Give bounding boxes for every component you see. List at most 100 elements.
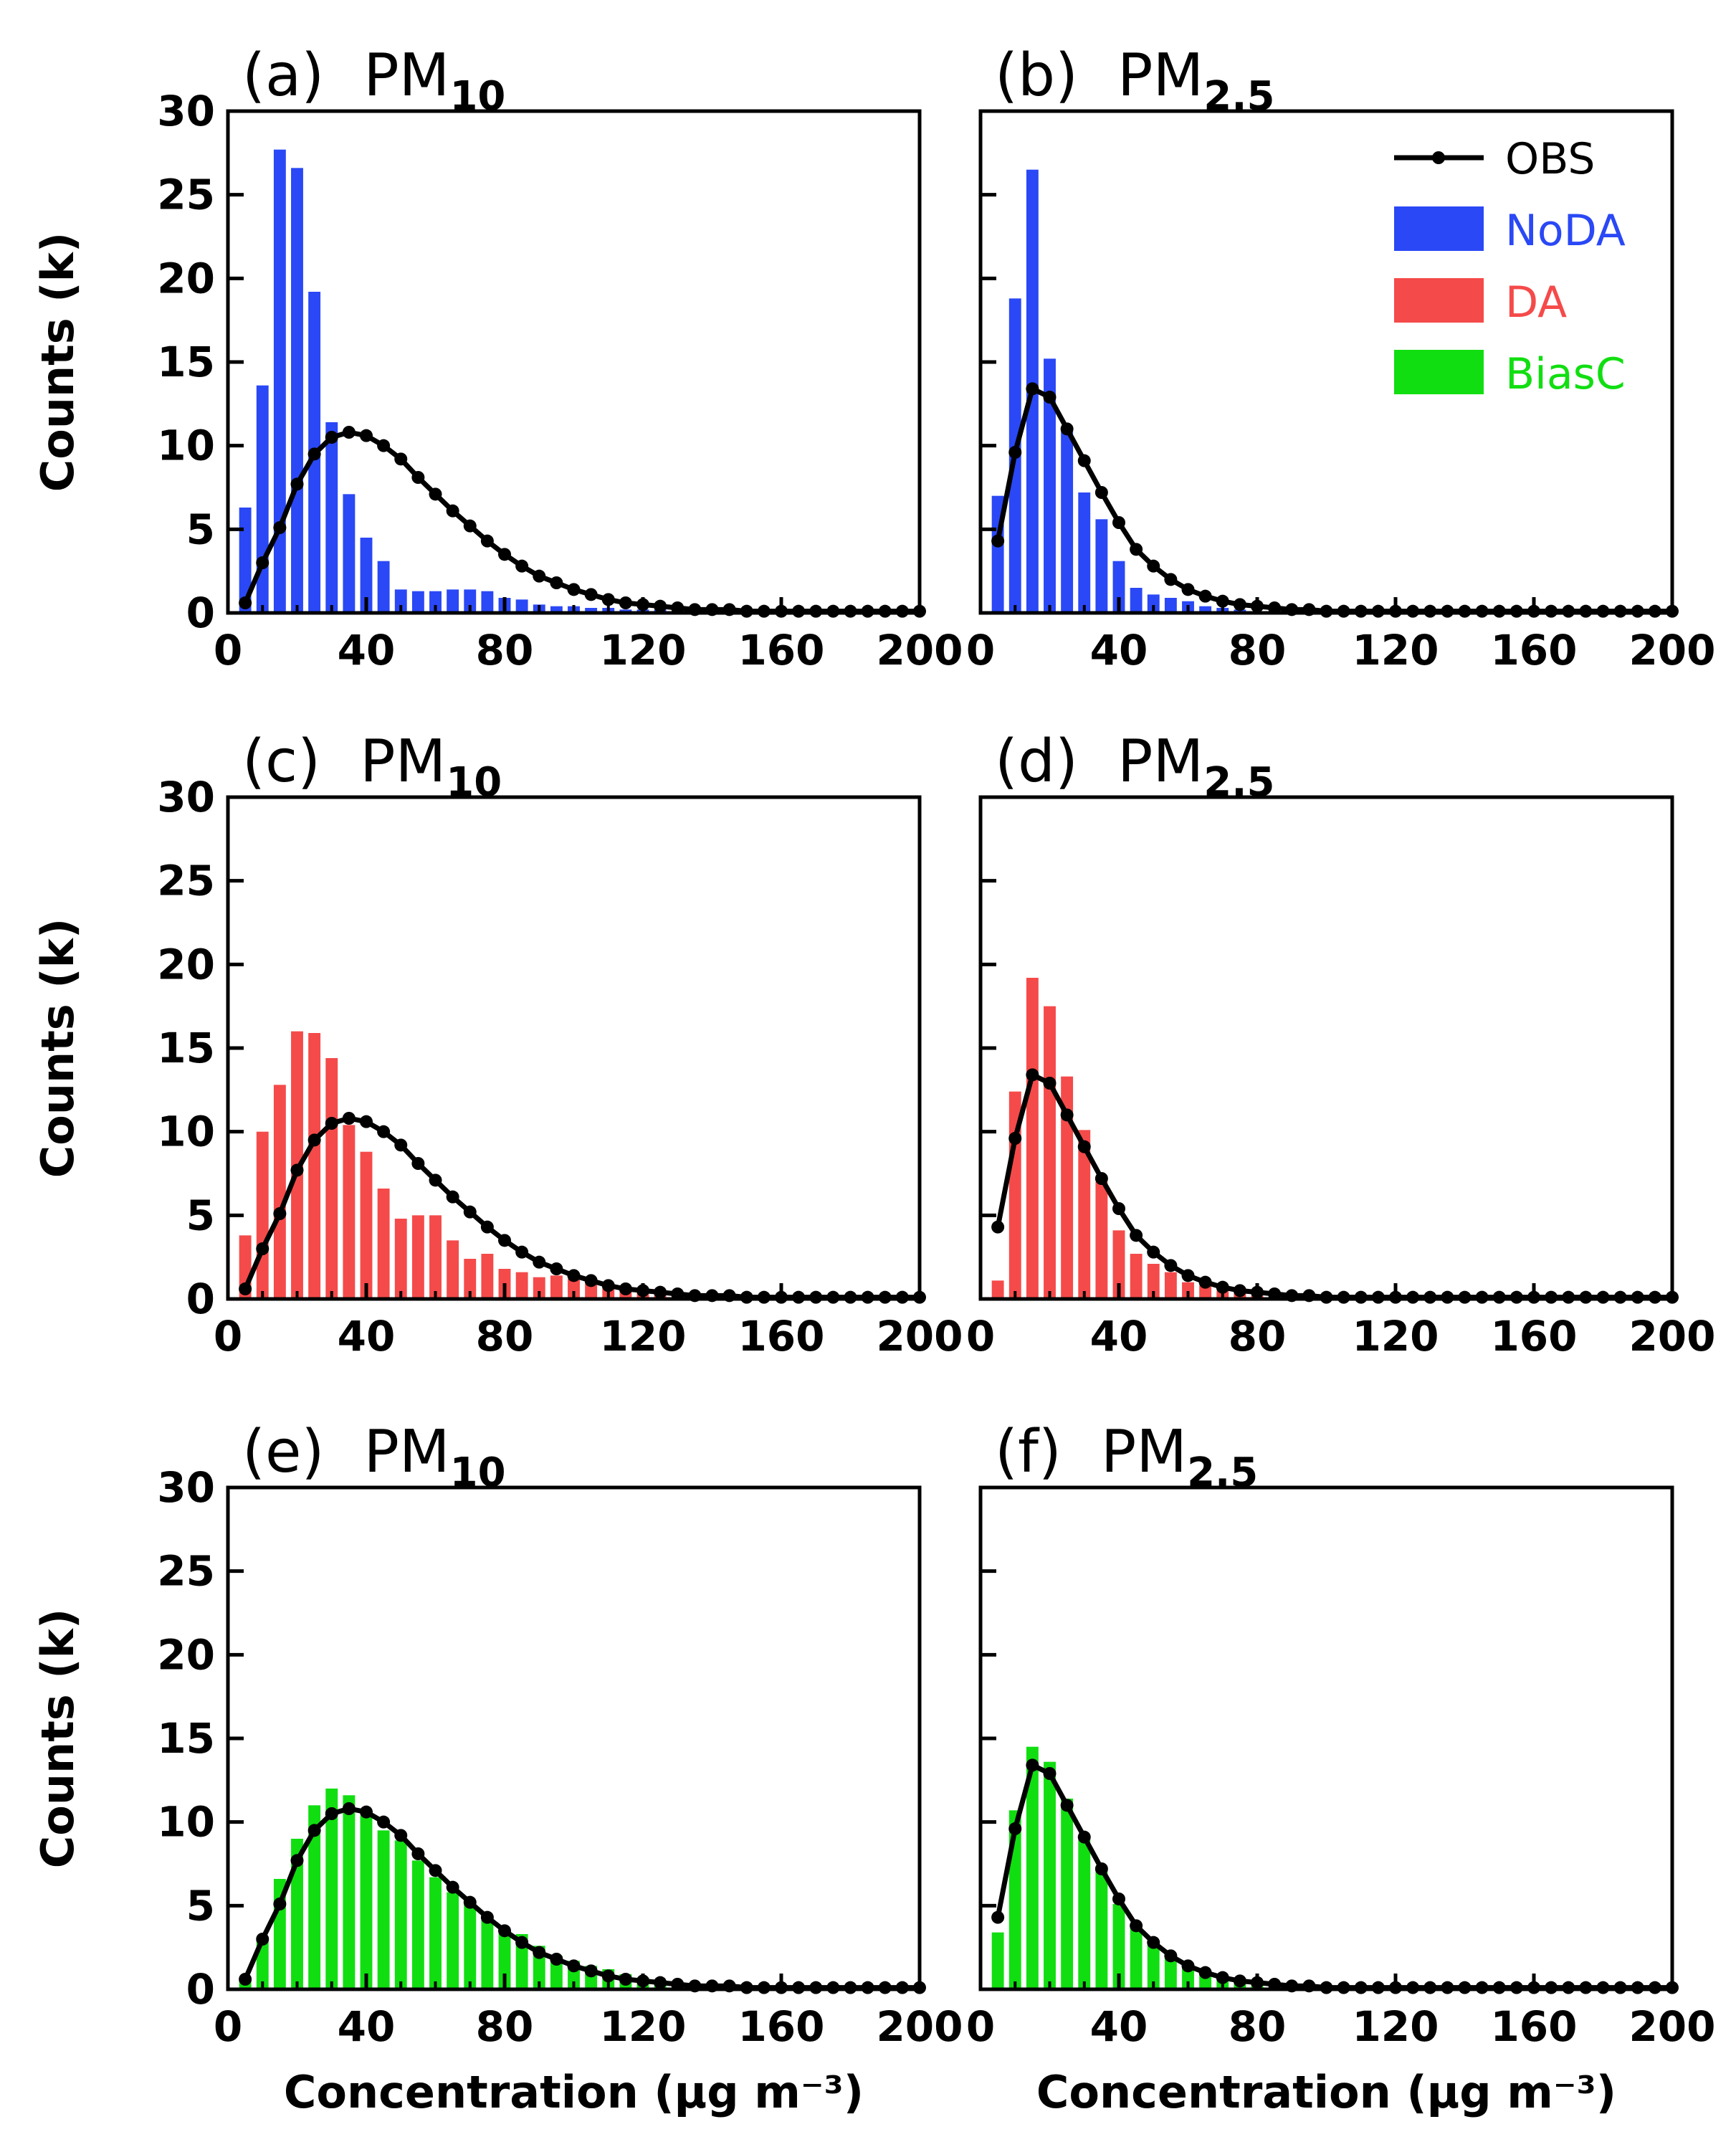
obs-point bbox=[1164, 573, 1178, 586]
obs-point bbox=[273, 1207, 287, 1220]
bar-da bbox=[1044, 1006, 1056, 1299]
x-tick-label: 120 bbox=[599, 1312, 686, 1361]
bar-biasc bbox=[325, 1789, 338, 1989]
y-tick-label: 0 bbox=[186, 589, 215, 637]
obs-point bbox=[533, 1946, 546, 1959]
bar-biasc bbox=[429, 1877, 442, 1989]
panel-species-subscript: 10 bbox=[446, 759, 502, 806]
obs-point bbox=[1060, 1108, 1074, 1122]
x-tick-label: 200 bbox=[876, 1312, 963, 1361]
obs-point bbox=[1130, 543, 1143, 556]
bar-biasc bbox=[394, 1840, 407, 1989]
obs-point bbox=[1216, 1280, 1229, 1294]
obs-point bbox=[567, 1959, 581, 1973]
bar-noda bbox=[1112, 561, 1125, 613]
bar-da bbox=[1164, 1272, 1177, 1299]
panel-species-subscript: 2.5 bbox=[1187, 1449, 1258, 1496]
obs-point bbox=[619, 596, 632, 609]
panel-letter: (d) bbox=[995, 728, 1078, 796]
x-tick-label: 120 bbox=[1352, 2002, 1439, 2051]
bar-noda bbox=[1095, 519, 1108, 613]
y-tick-label: 25 bbox=[157, 1547, 215, 1596]
obs-point bbox=[515, 1936, 529, 1949]
x-tick-label: 0 bbox=[966, 1312, 995, 1361]
obs-point bbox=[601, 593, 615, 606]
obs-point bbox=[463, 1205, 477, 1219]
bar-da bbox=[447, 1240, 459, 1299]
bar-noda bbox=[239, 508, 252, 613]
y-tick-label: 30 bbox=[157, 87, 215, 135]
obs-point bbox=[1147, 1245, 1160, 1259]
y-axis-label: Counts (k) bbox=[32, 232, 84, 492]
panel-f: 0 40 80 120 160 200 (f) PM2.5 Concentration (μg … bbox=[966, 1418, 1716, 2118]
bar-biasc bbox=[1061, 1799, 1074, 1989]
legend-label-obs: OBS bbox=[1505, 134, 1595, 184]
obs-point bbox=[429, 487, 442, 501]
obs-point bbox=[1233, 1284, 1246, 1298]
x-tick-label: 200 bbox=[876, 626, 963, 675]
panel-species: PM bbox=[360, 728, 446, 796]
obs-point bbox=[394, 1829, 408, 1842]
panel-species-subscript: 2.5 bbox=[1203, 73, 1274, 120]
obs-point bbox=[325, 431, 338, 444]
legend-swatch-noda bbox=[1394, 206, 1484, 251]
obs-point bbox=[1164, 1259, 1178, 1272]
x-tick-label: 120 bbox=[599, 2002, 686, 2051]
x-tick-label: 160 bbox=[1490, 2002, 1577, 2051]
bar-da bbox=[360, 1151, 373, 1299]
obs-point bbox=[446, 504, 459, 518]
obs-point bbox=[550, 1953, 563, 1966]
obs-point bbox=[654, 1285, 667, 1299]
bar-da bbox=[325, 1058, 338, 1299]
obs-point bbox=[360, 1805, 373, 1819]
y-tick-label: 10 bbox=[157, 1108, 215, 1156]
obs-point bbox=[1026, 1068, 1039, 1082]
obs-point bbox=[654, 599, 667, 613]
legend: OBS NoDA DA BiasC bbox=[1394, 134, 1626, 399]
obs-point bbox=[394, 1138, 408, 1152]
bar-da bbox=[394, 1219, 407, 1299]
legend-label-noda: NoDA bbox=[1505, 206, 1626, 256]
bar-da bbox=[1061, 1076, 1074, 1299]
x-tick-label: 0 bbox=[966, 626, 995, 675]
obs-point bbox=[1181, 1269, 1195, 1282]
panel-title: (e) PM10 bbox=[242, 1418, 506, 1496]
bar-noda bbox=[343, 494, 356, 613]
obs-point bbox=[619, 1973, 632, 1986]
obs-point bbox=[619, 1282, 632, 1295]
bar-noda bbox=[1130, 588, 1143, 613]
bar-da bbox=[464, 1259, 477, 1299]
panel-letter: (c) bbox=[242, 728, 320, 796]
bar-biasc bbox=[308, 1805, 321, 1989]
x-tick-label: 80 bbox=[476, 626, 534, 675]
bar-biasc bbox=[1112, 1904, 1125, 1989]
y-tick-label: 20 bbox=[157, 1630, 215, 1679]
obs-point bbox=[411, 1157, 425, 1170]
obs-point bbox=[567, 583, 581, 596]
obs-point bbox=[429, 1864, 442, 1877]
x-axis-label: Concentration (μg m⁻³) bbox=[1036, 2066, 1616, 2118]
bar-da bbox=[550, 1275, 563, 1299]
obs-point bbox=[567, 1269, 581, 1282]
obs-point bbox=[239, 1973, 252, 1986]
x-tick-label: 40 bbox=[338, 626, 396, 675]
obs-point bbox=[239, 596, 252, 609]
legend-obs-marker bbox=[1432, 151, 1445, 164]
obs-point bbox=[1060, 1799, 1074, 1812]
obs-point bbox=[601, 1969, 615, 1983]
obs-point bbox=[654, 1976, 667, 1989]
bar-biasc bbox=[291, 1839, 303, 1989]
panel-d: 0 40 80 120 160 200 (d) PM2.5 bbox=[966, 728, 1716, 1361]
bar-da bbox=[1199, 1285, 1212, 1299]
bar-noda bbox=[1044, 358, 1056, 613]
obs-point bbox=[1077, 1830, 1091, 1844]
obs-point bbox=[307, 447, 321, 461]
obs-point bbox=[991, 1220, 1005, 1234]
obs-point bbox=[325, 1807, 338, 1820]
obs-point bbox=[1112, 1893, 1125, 1905]
x-tick-label: 40 bbox=[338, 2002, 396, 2051]
y-tick-label: 5 bbox=[186, 1191, 215, 1239]
